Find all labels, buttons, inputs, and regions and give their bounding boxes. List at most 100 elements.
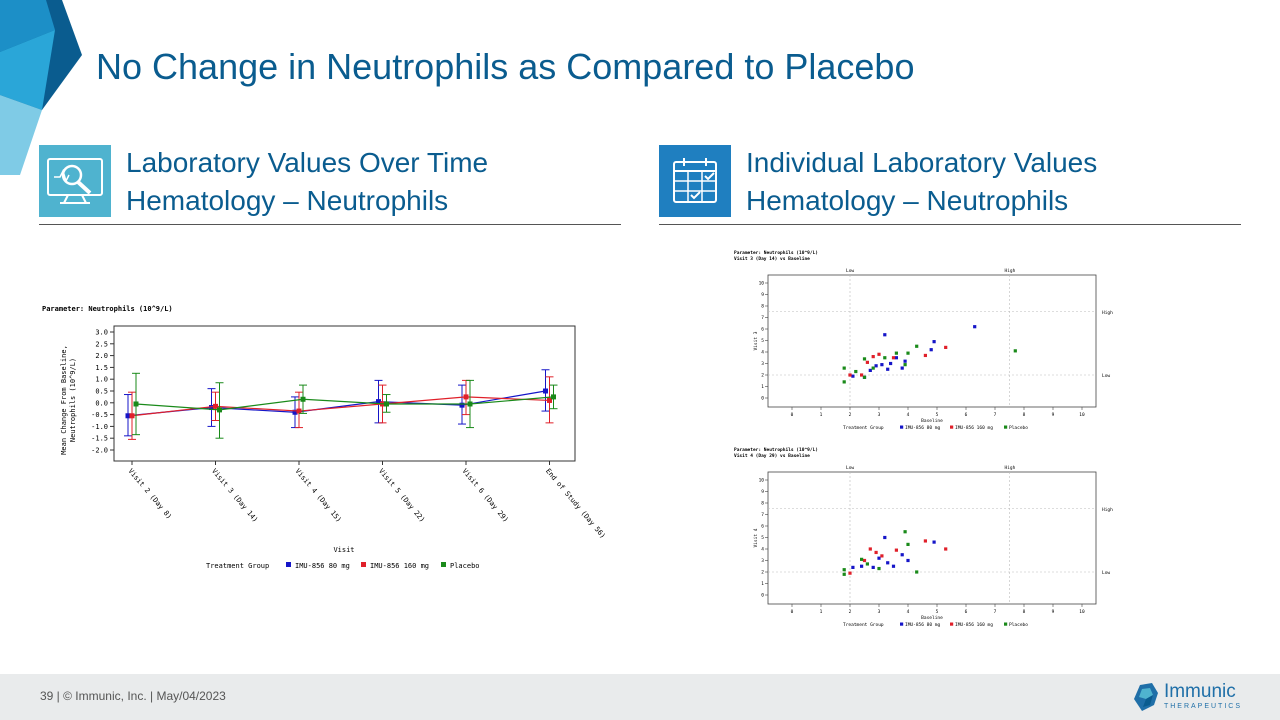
series-line xyxy=(131,396,550,417)
data-point xyxy=(900,553,904,557)
y-tick-label: -1.0 xyxy=(91,423,108,431)
x-tick-label: 7 xyxy=(994,412,997,418)
x-tick-label: Visit 5 (Day 22) xyxy=(377,467,426,524)
data-point xyxy=(877,556,881,560)
plot-area-frame xyxy=(113,325,576,462)
x-tick-label: 2 xyxy=(849,609,852,615)
legend-swatch xyxy=(900,425,904,429)
y-axis-label-line-2: Neutrophils (10^9/L) xyxy=(69,358,77,442)
left-section-header: Laboratory Values Over Time Hematology –… xyxy=(39,144,621,225)
data-point xyxy=(854,369,858,374)
right-section-header: Individual Laboratory Values Hematology … xyxy=(659,144,1241,225)
y-tick-label: 2.5 xyxy=(95,340,108,348)
legend-swatch xyxy=(950,425,954,429)
data-point xyxy=(862,558,867,563)
right-heading-line-1: Individual Laboratory Values xyxy=(746,147,1098,178)
x-tick-label: 2 xyxy=(849,412,852,418)
legend-label: Placebo xyxy=(1009,425,1028,431)
data-point xyxy=(871,565,875,569)
x-tick-label: 3 xyxy=(878,412,881,418)
data-point xyxy=(923,353,927,358)
data-point xyxy=(883,535,887,540)
x-tick-label: End of Study (Day 56) xyxy=(544,467,607,540)
right-section-title: Individual Laboratory Values Hematology … xyxy=(746,144,1097,220)
data-point xyxy=(1013,349,1017,353)
data-point xyxy=(903,530,907,534)
y-tick-label: 1.0 xyxy=(95,376,108,384)
x-axis-label: Baseline xyxy=(921,418,943,424)
data-point xyxy=(932,540,936,544)
chart-series-marks xyxy=(124,369,558,440)
series-line xyxy=(135,396,554,411)
high-ref-label-right: High xyxy=(1102,310,1113,316)
x-tick-label: 3 xyxy=(878,609,881,615)
x-tick-label: 1 xyxy=(820,609,823,615)
y-tick-label: 6 xyxy=(761,524,764,530)
x-tick-label: 1 xyxy=(820,412,823,418)
data-point xyxy=(889,361,893,366)
data-point xyxy=(217,407,222,413)
x-tick-label: 9 xyxy=(1052,412,1055,418)
data-point xyxy=(894,548,898,552)
y-tick-label: 5 xyxy=(761,535,764,541)
data-point xyxy=(848,373,852,377)
x-tick-label: Visit 4 (Day 15) xyxy=(293,467,342,524)
data-point xyxy=(860,557,864,561)
data-point xyxy=(865,360,869,364)
data-point xyxy=(463,394,469,400)
slide-title: No Change in Neutrophils as Compared to … xyxy=(96,46,915,87)
data-point xyxy=(865,562,869,566)
data-point xyxy=(915,570,919,574)
y-tick-label: -2.0 xyxy=(91,447,108,455)
data-point xyxy=(459,402,465,408)
data-point xyxy=(877,566,881,571)
data-point xyxy=(129,413,135,419)
x-tick-label: 4 xyxy=(907,412,910,418)
high-ref-label-right: High xyxy=(1102,507,1113,513)
data-point xyxy=(213,403,218,409)
x-tick-label: Visit 2 (Day 8) xyxy=(126,467,173,521)
y-tick-label: 9 xyxy=(761,489,764,495)
y-axis-label: Mean Change From Baseline, Neutrophils (… xyxy=(60,345,77,455)
data-point xyxy=(862,357,867,361)
data-point xyxy=(886,561,890,565)
y-tick-label: 6 xyxy=(761,327,764,333)
x-tick-label: 9 xyxy=(1052,609,1055,615)
chart-legend: Treatment Group IMU-856 80 mg IMU-856 160… xyxy=(206,562,480,570)
data-point xyxy=(906,351,910,355)
immunic-logo-icon xyxy=(1133,682,1158,711)
x-tick-label: 10 xyxy=(1079,609,1085,615)
low-ref-label-right: Low xyxy=(1102,373,1110,379)
y-tick-label: 8 xyxy=(761,501,764,507)
y-tick-label: 0.0 xyxy=(95,399,108,407)
logo-subtitle: THERAPEUTICS xyxy=(1163,703,1242,710)
data-point xyxy=(848,571,852,575)
data-point xyxy=(883,333,887,337)
legend-swatch xyxy=(1004,622,1008,626)
legend-label: Placebo xyxy=(1009,622,1028,628)
y-tick-label: 1 xyxy=(761,384,764,390)
left-heading-line-2: Hematology – Neutrophils xyxy=(126,185,449,216)
scatter-frame xyxy=(767,274,1097,408)
data-point xyxy=(842,568,846,572)
data-point xyxy=(384,401,389,407)
data-point xyxy=(860,564,864,568)
y-tick-label: 10 xyxy=(759,281,765,287)
y-tick-label: 0 xyxy=(761,593,764,599)
data-point xyxy=(547,397,552,403)
y-tick-label: 2 xyxy=(761,570,764,576)
corner-decoration xyxy=(0,0,82,175)
y-tick-label: 9 xyxy=(761,292,764,298)
y-tick-label: -1.5 xyxy=(91,435,108,443)
data-point xyxy=(906,542,910,546)
data-point xyxy=(891,564,896,568)
x-tick-label: 8 xyxy=(1023,412,1026,418)
legend-title: Treatment Group xyxy=(206,562,269,570)
company-logo: Immunic THERAPEUTICS xyxy=(1133,682,1242,711)
data-point xyxy=(883,356,887,360)
data-point xyxy=(944,345,948,349)
x-tick-label: Visit 6 (Day 29) xyxy=(460,467,509,524)
low-ref-label-top: Low xyxy=(846,268,854,274)
legend-swatch xyxy=(950,622,954,626)
y-tick-label: -0.5 xyxy=(91,411,108,419)
